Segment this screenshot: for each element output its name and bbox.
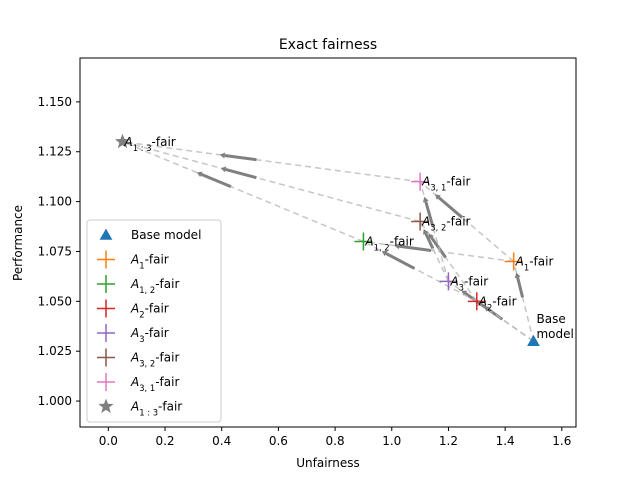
connection-line-base-a3 <box>448 280 534 342</box>
legend-label-a12: A1, 2-fair <box>130 277 179 295</box>
legend-marker-a12 <box>97 275 115 293</box>
point-label-a32: A3, 2-fair <box>421 215 470 233</box>
legend-label-a2: A2-fair <box>130 302 169 320</box>
legend-label-a13: A1 : 3-fair <box>130 400 182 418</box>
legend-label-a1: A1-fair <box>130 253 169 271</box>
legend-box <box>86 219 222 423</box>
point-label-a12: A1, 2-fair <box>364 235 413 253</box>
point-label-a2: A2-fair <box>478 294 517 312</box>
y-tick-label: 1.075 <box>38 244 72 258</box>
point-a3 <box>439 272 458 291</box>
connection-line-a1-a12 <box>363 240 514 263</box>
point-a2 <box>467 292 486 311</box>
connection-arrowhead-a32-a13 <box>220 166 227 173</box>
legend-marker-a3 <box>97 324 115 342</box>
connection-arrow-base-a1 <box>516 277 525 298</box>
connection-arrow-a2-a12 <box>385 252 416 270</box>
x-tick-label: 1.2 <box>439 434 458 448</box>
connection-arrowhead-a2-a12 <box>381 250 388 257</box>
legend-label-a32: A3, 2-fair <box>130 351 179 369</box>
x-tick-label: 1.0 <box>382 434 401 448</box>
chart-title: Exact fairness <box>279 37 377 53</box>
point-a31 <box>411 172 430 191</box>
connection-arrowhead-a1-a12 <box>394 243 400 250</box>
y-tick-label: 1.050 <box>38 294 72 308</box>
connection-line-a2-a12 <box>363 240 478 303</box>
point-label-base: Base model <box>536 312 573 341</box>
connection-arrow-a1-a12 <box>399 244 432 252</box>
connection-arrow-a32-a13 <box>225 167 257 180</box>
point-label-a1: A1-fair <box>515 254 554 272</box>
connection-line-a12-a13 <box>122 141 364 243</box>
point-a1 <box>504 252 523 271</box>
connection-arrowhead-a3-a32 <box>423 229 429 235</box>
axes-frame <box>79 57 577 428</box>
point-a12 <box>354 232 373 251</box>
axes: 0.0 0.2 0.4 0.6 0.8 1.0 1.2 1.4 1.6 1.000 1.025 1.0… <box>38 95 572 448</box>
point-base <box>527 334 540 347</box>
connection-line-a3-a31 <box>419 181 450 282</box>
x-tick-label: 0.6 <box>269 434 288 448</box>
connection-arrowhead-base-a1 <box>514 272 521 279</box>
connection-arrow-a31-a13 <box>224 153 257 162</box>
connection-arrow-a3-a32 <box>424 232 435 250</box>
legend-label-a31: A3, 1-fair <box>130 375 179 393</box>
x-tick-label: 0.4 <box>212 434 231 448</box>
legend-label-base: Base model <box>131 228 201 242</box>
x-tick-label: 1.6 <box>552 434 571 448</box>
x-axis-label: Unfairness <box>296 456 360 470</box>
point-a13 <box>114 133 131 149</box>
legend-marker-base <box>99 228 113 240</box>
connection-arrowhead-a1-a31 <box>435 194 441 200</box>
connection-arrow-a3-a31 <box>424 201 435 227</box>
connection-arrowhead-a3-a31 <box>422 196 429 203</box>
y-axis-label: Performance <box>11 205 25 281</box>
point-label-a13: A1 : 3-fair <box>124 135 176 153</box>
y-tick-label: 1.000 <box>38 394 72 408</box>
point-label-a3: A3-fair <box>449 274 488 292</box>
legend-marker-a31 <box>97 373 115 391</box>
legend-marker-a2 <box>97 299 115 318</box>
connection-line-base-a1 <box>512 261 535 342</box>
legend-marker-a1 <box>97 250 115 269</box>
y-tick-label: 1.125 <box>38 145 72 159</box>
y-tick-label: 1.025 <box>38 344 72 358</box>
connection-arrowhead-a12-a13 <box>196 171 203 178</box>
connection-line-a31-a13 <box>122 141 421 183</box>
y-tick-label: 1.100 <box>38 195 72 209</box>
connection-arrowhead-a2-a32 <box>428 233 434 240</box>
y-tick-label: 1.150 <box>38 95 72 109</box>
x-tick-label: 0.0 <box>99 434 118 448</box>
legend: Base model A1-fair A1, 2-fair A2-fair A3-fai… <box>86 219 222 423</box>
x-tick-label: 0.2 <box>155 434 174 448</box>
connection-arrowhead-a31-a13 <box>219 152 226 159</box>
connection-arrowhead-base-a3 <box>461 290 468 296</box>
x-tick-label: 0.8 <box>326 434 345 448</box>
point-a32 <box>411 212 430 231</box>
legend-marker-a13 <box>98 398 114 413</box>
connection-line-a32-a13 <box>122 141 421 223</box>
connection-arrow-a12-a13 <box>200 173 232 189</box>
point-label-a31: A3, 1-fair <box>421 175 470 193</box>
connection-arrow-a1-a31 <box>437 196 464 219</box>
plot-area: Base model A1-fair A1, 2-fair A2-fair A3-fair… <box>114 133 574 347</box>
legend-label-a3: A3-fair <box>130 326 169 344</box>
x-tick-label: 1.4 <box>496 434 515 448</box>
legend-marker-a32 <box>97 348 115 367</box>
